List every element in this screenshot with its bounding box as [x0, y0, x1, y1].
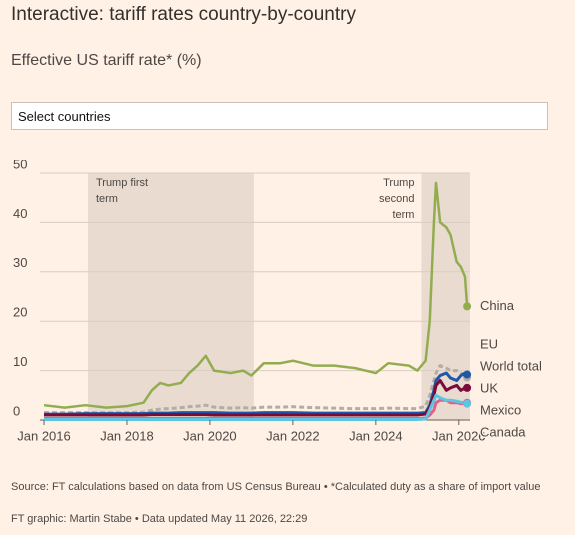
x-tick-label: Jan 2016: [17, 428, 71, 443]
y-tick-label: 0: [13, 403, 20, 418]
y-tick-label: 50: [13, 160, 27, 171]
series-label: UK: [480, 381, 498, 396]
x-tick-label: Jan 2024: [349, 428, 403, 443]
source: Source: FT calculations based on data fr…: [11, 481, 541, 493]
series-label: Canada: [480, 425, 526, 440]
region-label: Trump second term: [378, 177, 415, 221]
shaded-region: [421, 173, 470, 420]
shaded-region: [87, 173, 254, 420]
series-label: China: [480, 298, 515, 313]
series-line: [43, 181, 469, 409]
end-dot: [463, 370, 472, 379]
title: Interactive: tariff rates country-by-cou…: [11, 4, 356, 25]
x-tick-label: Jan 2018: [100, 428, 154, 443]
credit: FT graphic: Martin Stabe • Data updated …: [11, 513, 308, 525]
y-tick-label: 20: [13, 305, 27, 320]
y-tick-label: 10: [13, 354, 27, 369]
series-label: Mexico: [480, 403, 521, 418]
series-line: [44, 393, 468, 422]
series-line: [44, 364, 469, 415]
end-dot: [463, 383, 472, 392]
end-dot: [463, 302, 472, 311]
series-label: EU: [480, 337, 498, 352]
x-tick-label: Jan 2026: [432, 428, 486, 443]
country-select[interactable]: Select countries: [11, 102, 548, 130]
end-dot: [463, 399, 472, 408]
x-tick-label: Jan 2020: [183, 428, 237, 443]
subtitle: Effective US tariff rate* (%): [11, 52, 202, 69]
series-label: World total: [480, 359, 542, 374]
region-label: Trump first term: [95, 177, 149, 205]
chart: 0 10 20 30 40 50 Jan 2016 Jan 2018 Jan 2020 Jan 2…: [13, 160, 544, 443]
series-line: [44, 378, 468, 417]
y-tick-label: 30: [13, 255, 27, 270]
y-tick-label: 40: [13, 206, 27, 221]
x-tick-label: Jan 2022: [266, 428, 320, 443]
